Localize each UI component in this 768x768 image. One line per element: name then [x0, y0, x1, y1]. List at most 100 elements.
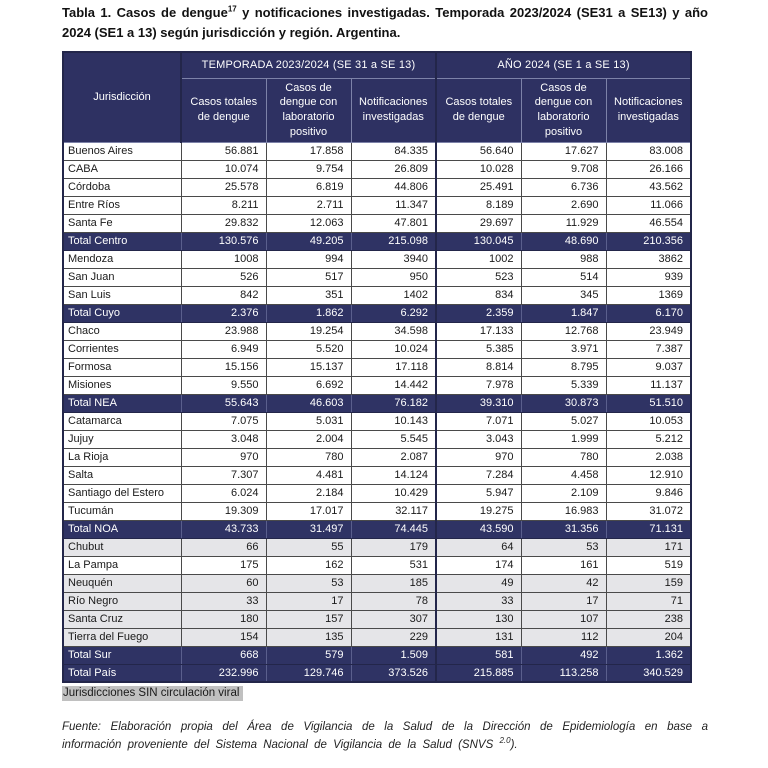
value-cell: 10.024	[350, 339, 437, 359]
value-cell: 11.929	[520, 213, 607, 233]
value-cell: 31.497	[265, 519, 352, 539]
value-cell: 159	[605, 573, 692, 593]
value-cell: 112	[520, 627, 607, 647]
value-cell: 48.690	[520, 231, 607, 251]
column-header-casos-totales: Casos totales de dengue	[180, 77, 267, 143]
value-cell: 39.310	[435, 393, 522, 413]
value-cell: 46.603	[265, 393, 352, 413]
value-cell: 4.458	[520, 465, 607, 485]
value-cell: 1.862	[265, 303, 352, 323]
value-cell: 46.554	[605, 213, 692, 233]
value-cell: 1369	[605, 285, 692, 305]
value-cell: 19.254	[265, 321, 352, 341]
table-row: Santiago del Estero 6.024 2.184 10.429 5.947…	[62, 483, 692, 503]
total-row: Total Sur 668 579 1.509 581 492 1.362	[62, 645, 692, 665]
table-row: Salta 7.307 4.481 14.124 7.284 4.458 12.910	[62, 465, 692, 485]
value-cell: 232.996	[180, 663, 267, 683]
value-cell: 345	[520, 285, 607, 305]
jurisdiction-cell: Formosa	[62, 357, 182, 377]
value-cell: 10.143	[350, 411, 437, 431]
value-cell: 5.385	[435, 339, 522, 359]
value-cell: 33	[435, 591, 522, 611]
jurisdiction-cell: Total NEA	[62, 393, 182, 413]
value-cell: 229	[350, 627, 437, 647]
value-cell: 30.873	[520, 393, 607, 413]
value-cell: 83.008	[605, 141, 692, 161]
value-cell: 6.170	[605, 303, 692, 323]
jurisdiction-cell: Entre Ríos	[62, 195, 182, 215]
value-cell: 12.910	[605, 465, 692, 485]
value-cell: 42	[520, 573, 607, 593]
value-cell: 23.988	[180, 321, 267, 341]
value-cell: 3.048	[180, 429, 267, 449]
value-cell: 25.578	[180, 177, 267, 197]
value-cell: 12.063	[265, 213, 352, 233]
jurisdiction-cell: Chaco	[62, 321, 182, 341]
jurisdiction-cell: La Rioja	[62, 447, 182, 467]
value-cell: 994	[265, 249, 352, 269]
value-cell: 161	[520, 555, 607, 575]
value-cell: 6.024	[180, 483, 267, 503]
table-row: Santa Cruz 180 157 307 130 107 238	[62, 609, 692, 629]
jurisdiction-cell: Neuquén	[62, 573, 182, 593]
group-header-ano-2024: AÑO 2024 (SE 1 a SE 13)	[435, 51, 692, 79]
jurisdiction-cell: Catamarca	[62, 411, 182, 431]
value-cell: 60	[180, 573, 267, 593]
value-cell: 43.733	[180, 519, 267, 539]
value-cell: 84.335	[350, 141, 437, 161]
table-row: Río Negro 33 17 78 33 17 71	[62, 591, 692, 611]
value-cell: 1.847	[520, 303, 607, 323]
value-cell: 17	[520, 591, 607, 611]
jurisdiction-cell: Total NOA	[62, 519, 182, 539]
jurisdiction-cell: Santiago del Estero	[62, 483, 182, 503]
value-cell: 44.806	[350, 177, 437, 197]
value-cell: 7.284	[435, 465, 522, 485]
table-row: Formosa 15.156 15.137 17.118 8.814 8.795 9.037	[62, 357, 692, 377]
value-cell: 2.359	[435, 303, 522, 323]
value-cell: 4.481	[265, 465, 352, 485]
value-cell: 174	[435, 555, 522, 575]
value-cell: 29.832	[180, 213, 267, 233]
jurisdiction-cell: Salta	[62, 465, 182, 485]
value-cell: 49.205	[265, 231, 352, 251]
value-cell: 76.182	[350, 393, 437, 413]
value-cell: 55	[265, 537, 352, 557]
snvs-version-sup: 2.0	[499, 736, 511, 746]
value-cell: 1.509	[350, 645, 437, 665]
value-cell: 579	[265, 645, 352, 665]
table-row: Santa Fe 29.832 12.063 47.801 29.697 11.929 46…	[62, 213, 692, 233]
value-cell: 2.376	[180, 303, 267, 323]
table-title-text: Tabla 1. Casos de dengue	[62, 5, 228, 20]
value-cell: 15.137	[265, 357, 352, 377]
dengue-cases-table: Jurisdicción TEMPORADA 2023/2024 (SE 31 …	[62, 51, 693, 684]
value-cell: 6.819	[265, 177, 352, 197]
value-cell: 1008	[180, 249, 267, 269]
value-cell: 55.643	[180, 393, 267, 413]
value-cell: 162	[265, 555, 352, 575]
value-cell: 185	[350, 573, 437, 593]
total-row: Total NOA 43.733 31.497 74.445 43.590 31.356 7…	[62, 519, 692, 539]
value-cell: 11.066	[605, 195, 692, 215]
value-cell: 5.339	[520, 375, 607, 395]
jurisdiction-cell: Río Negro	[62, 591, 182, 611]
value-cell: 9.846	[605, 483, 692, 503]
value-cell: 373.526	[350, 663, 437, 683]
value-cell: 43.590	[435, 519, 522, 539]
value-cell: 531	[350, 555, 437, 575]
value-cell: 113.258	[520, 663, 607, 683]
value-cell: 56.881	[180, 141, 267, 161]
table-row: Entre Ríos 8.211 2.711 11.347 8.189 2.690 11.0…	[62, 195, 692, 215]
value-cell: 130.576	[180, 231, 267, 251]
value-cell: 970	[180, 447, 267, 467]
table-row: CABA 10.074 9.754 26.809 10.028 9.708 26.166	[62, 159, 692, 179]
value-cell: 988	[520, 249, 607, 269]
table-title-text-rest: y notificaciones investigadas. Temporada…	[62, 5, 709, 40]
value-cell: 2.038	[605, 447, 692, 467]
value-cell: 175	[180, 555, 267, 575]
value-cell: 939	[605, 267, 692, 287]
value-cell: 6.949	[180, 339, 267, 359]
value-cell: 1402	[350, 285, 437, 305]
jurisdiction-cell: Total Centro	[62, 231, 182, 251]
value-cell: 64	[435, 537, 522, 557]
value-cell: 14.442	[350, 375, 437, 395]
